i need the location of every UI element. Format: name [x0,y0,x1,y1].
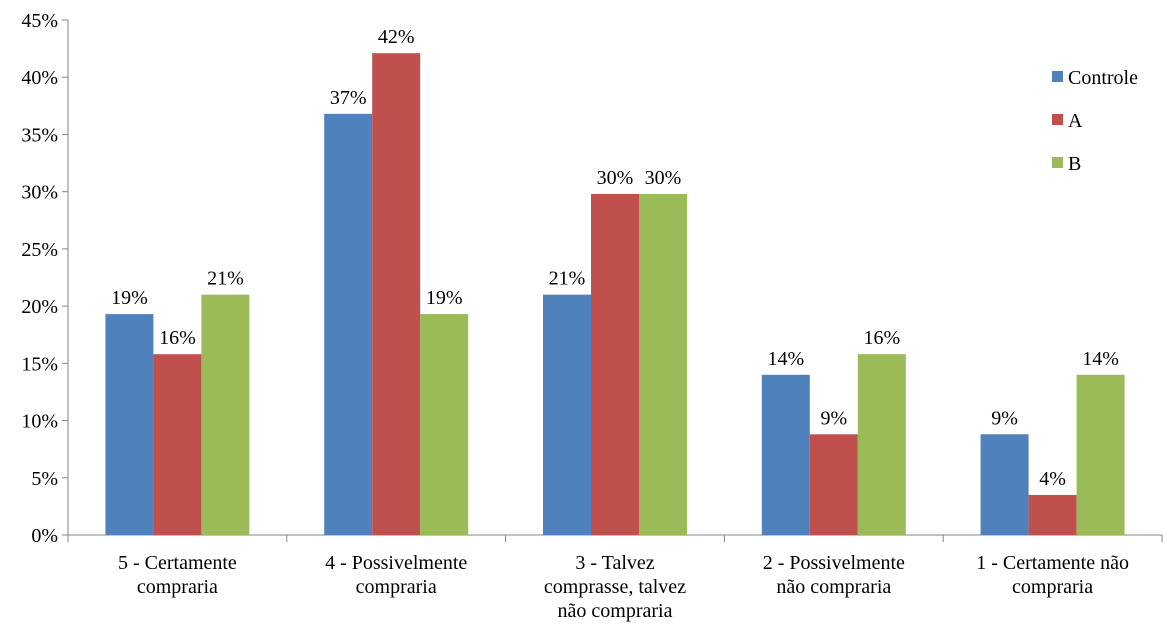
bar-controle-5 [980,434,1029,535]
bar-a-2 [372,53,421,535]
data-label: 30% [597,167,634,189]
data-label: 42% [378,26,415,48]
bar-b-3 [639,193,687,535]
data-label: 30% [645,167,682,189]
bars [105,53,1125,535]
data-label: 37% [330,87,367,109]
bar-b-1 [201,294,250,535]
legend-swatch-b [1052,157,1063,168]
data-label: 9% [820,407,847,429]
data-label: 19% [426,287,463,309]
y-tick-label: 45% [21,10,58,32]
data-label: 19% [111,287,148,309]
category-label: 5 - Certamente compraria [118,552,237,598]
data-label: 21% [549,268,586,290]
y-tick-label: 25% [21,239,58,261]
data-label: 16% [863,327,900,349]
data-label: 9% [991,407,1018,429]
data-label: 14% [1082,348,1119,370]
y-tick-label: 0% [31,525,58,547]
category-label: 4 - Possivelmente compraria [325,552,467,598]
y-tick-label: 30% [21,182,58,204]
y-tick-label: 35% [21,124,58,146]
bar-a-4 [809,434,858,535]
legend-label-b: B [1068,153,1081,175]
legend: Controle AB [1052,67,1138,175]
y-tick-label: 40% [21,67,58,89]
bar-controle-2 [324,113,373,535]
legend-label-controle: Controle [1068,67,1138,89]
bar-b-5 [1076,374,1125,535]
legend-swatch-a [1052,114,1063,125]
y-axis: 0% 5% 10% 15% 20% 25% 30% 35% 40% 45% [21,10,69,547]
data-label: 14% [767,348,804,370]
bar-b-2 [420,314,469,535]
y-tick-label: 10% [21,411,58,433]
bar-a-1 [153,354,202,535]
category-labels: 5 - Certamente compraria 4 - Possivelmente… [118,552,1129,622]
bar-a-3 [591,193,639,535]
y-tick-label: 15% [21,353,58,375]
bar-controle-4 [761,374,810,535]
bar-a-5 [1028,494,1077,535]
data-labels: 19% 16% 21% 37% 42% 19% 21% 30% 30% 14% 9% 16% 9% 4% 1… [111,26,1119,490]
data-label: 4% [1039,468,1066,490]
category-label: 1 - Certamente não compraria [976,552,1129,598]
y-tick-label: 20% [21,296,58,318]
y-tick-label: 5% [31,468,58,490]
x-axis [67,534,1163,542]
legend-label-a: A [1068,110,1083,132]
bar-controle-1 [105,314,154,535]
legend-swatch-controle [1052,71,1063,82]
category-label: 2 - Possivelmente não compraria [763,552,905,598]
category-label: 3 - Talvez comprasse, talvez não compraria [544,552,686,622]
bar-controle-3 [543,294,591,535]
data-label: 16% [159,327,196,349]
bar-b-4 [857,354,906,535]
data-label: 21% [207,268,244,290]
